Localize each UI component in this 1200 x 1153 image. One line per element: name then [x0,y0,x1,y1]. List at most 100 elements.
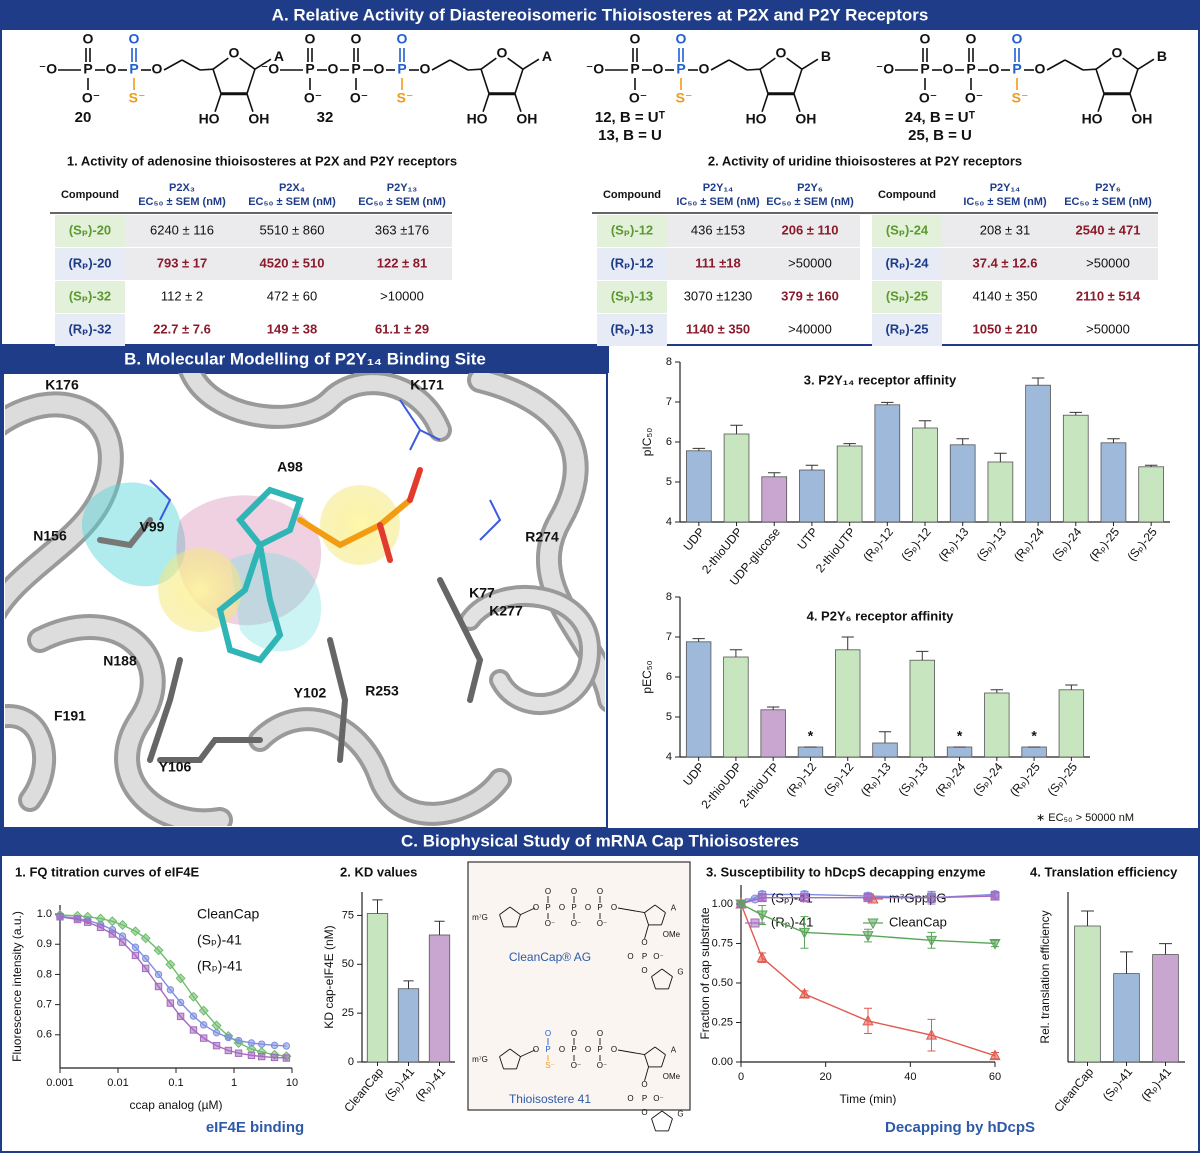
compound-label: 13, B = U [598,127,662,144]
error-bar [843,443,856,446]
surface [230,552,322,652]
bar [685,641,712,758]
marker [56,913,64,921]
error-bar [956,438,969,445]
y-tick-label: 4 [666,516,672,528]
bond [246,68,256,95]
marker [188,991,199,1002]
x-tick-label: UTP [794,525,820,552]
atom-bg [227,47,241,61]
atom: ⁻O [261,61,279,77]
bond [661,1054,666,1068]
residue-label: Y106 [159,759,192,775]
atom: O [611,1045,617,1054]
x-tick-label: (Rₚ)-13 [858,760,894,799]
compound-cell [55,248,125,280]
bar-label: * [1031,728,1037,744]
atom: O [305,31,316,47]
atom: O⁻ [571,1061,581,1070]
atom: P [642,952,647,961]
y-tick-label: 50 [342,958,354,970]
compound-cell [872,215,942,247]
atom: P [630,61,639,77]
marker [107,916,118,927]
bar [428,934,451,1063]
compound: (Rₚ)-32 [68,321,111,336]
marker [96,923,105,932]
marker [756,951,768,963]
residue-label: Y102 [294,685,327,701]
column-header: EC₅₀ ± SEM (nM) [766,196,854,208]
compound-cell [597,248,667,280]
compound: (Sₚ)-13 [611,288,653,303]
x-tick-label: (Sₚ)-24 [1049,525,1085,564]
bar [946,746,973,758]
atom: O⁻ [82,90,100,106]
bond [654,904,666,913]
x-tick-label: 0.01 [107,1077,128,1089]
bond [644,904,656,913]
bond [214,93,222,113]
column-header: EC₅₀ ± SEM (nM) [358,196,446,208]
x-tick-label: (Rₚ)-12 [860,525,896,564]
x-axis-label: Time (min) [840,1092,897,1106]
series-line [59,915,287,1047]
residue-label: A98 [277,459,303,475]
row-shade [125,248,452,280]
legend-label: CleanCap [197,906,259,922]
error-bar [916,650,929,661]
bar [760,709,786,758]
chart-title: 1. FQ titration curves of eIF4E [15,864,200,879]
x-tick-label: UDP [680,760,707,788]
table-cell: 149 ± 38 [267,321,318,336]
marker [234,1036,243,1045]
table-cell: 5510 ± 860 [260,222,325,237]
marker [862,1014,874,1026]
atom: P [545,903,550,912]
error-bar [729,649,743,657]
table-cell: 6240 ± 116 [150,222,214,237]
error-bar [1031,377,1045,386]
bond [644,924,649,940]
atom: P [676,61,685,77]
error-bar [918,420,932,428]
bar [1138,466,1164,523]
atom: O [1035,61,1046,77]
marker [154,982,163,991]
marker [153,945,164,956]
x-tick-label: 40 [904,1071,916,1083]
atom: O [943,61,954,77]
marker [73,915,82,924]
bond [746,68,761,71]
atom: O [559,1045,565,1054]
bar-label: * [957,728,963,744]
compound: (Sₚ)-24 [886,222,929,237]
atom: P [397,61,406,77]
marker [270,1041,279,1050]
marker [257,1052,266,1061]
marker [798,927,811,939]
bond [499,1056,504,1070]
y-tick-label: 0.8 [37,968,52,980]
panel-title: B. Molecular Modelling of P2Y₁₄ Binding … [124,349,486,368]
ribbons [5,373,605,826]
table-cell: 363 ±176 [375,222,429,237]
caption: eIF4E binding [206,1119,304,1136]
bond [1082,68,1097,71]
column-header: Compound [603,189,661,201]
table-cell: >40000 [788,321,832,336]
y-tick-label: 8 [666,356,672,368]
molecular-model [5,373,605,826]
bond [651,1110,663,1119]
marker [131,943,140,951]
x-tick-label: (Sₚ)-24 [970,760,1006,799]
header-bar [1,828,1199,856]
bond [509,1048,521,1057]
legend-label: CleanCap [889,914,947,929]
marker [131,951,140,960]
column-header: P2X₃ [169,182,195,194]
bar [1021,746,1047,758]
x-tick-label: (Sₚ)-41 [1100,1065,1136,1104]
